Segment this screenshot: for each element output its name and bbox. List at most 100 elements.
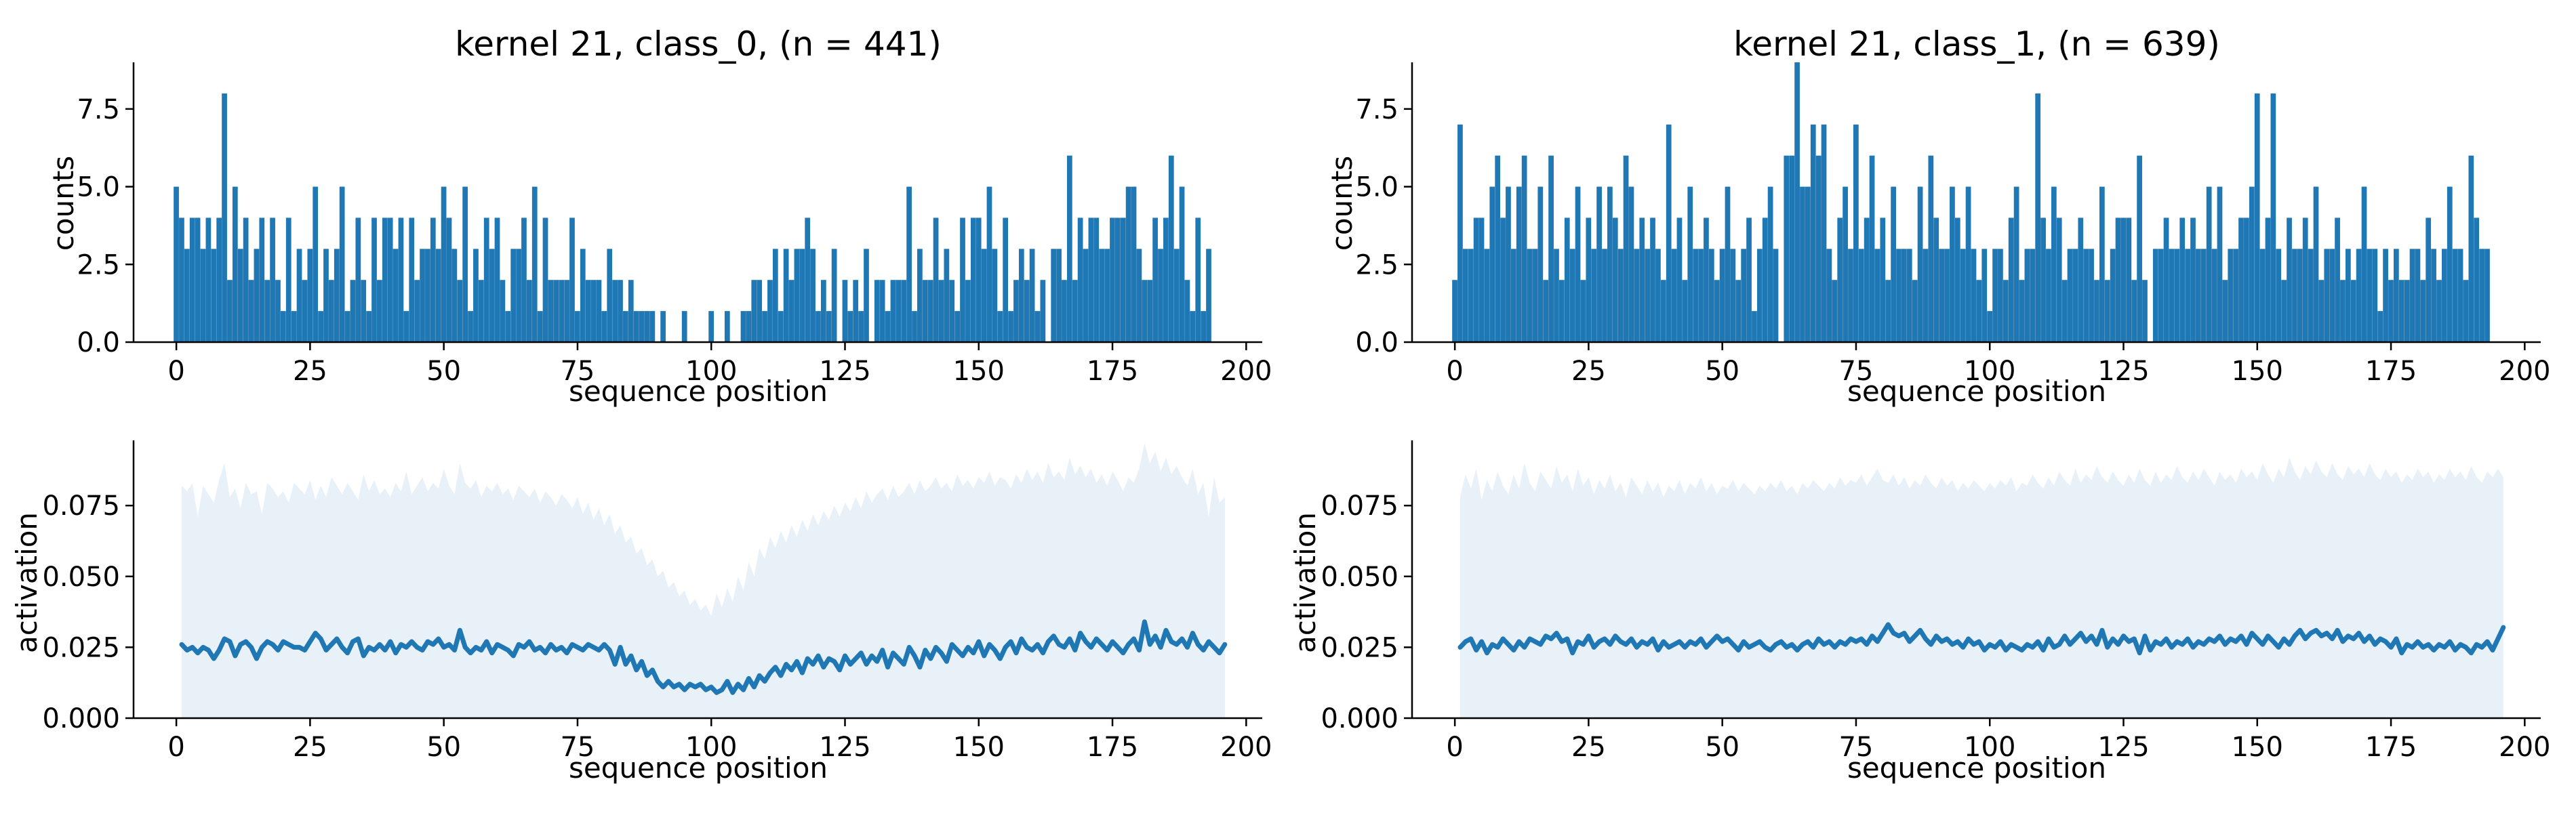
- histogram-bar: [1521, 155, 1527, 343]
- histogram-bar: [1489, 186, 1495, 342]
- histogram-bar: [237, 249, 243, 342]
- histogram-bar: [1843, 186, 1848, 342]
- histogram-bar: [1939, 249, 1944, 342]
- histogram-bar: [1190, 311, 1196, 342]
- histogram-bar: [2061, 280, 2068, 342]
- histogram-bar: [1559, 280, 1565, 342]
- histogram-bar: [462, 186, 468, 342]
- histogram-bar: [805, 217, 811, 342]
- chart-title: kernel 21, class_1, (n = 639): [1733, 24, 2220, 64]
- histogram-bar: [810, 249, 816, 342]
- histogram-bar: [1184, 280, 1190, 342]
- histogram-bar: [2265, 217, 2271, 342]
- histogram-bar: [1083, 249, 1089, 342]
- histogram-bar: [2484, 249, 2490, 342]
- x-tick-label: 175: [1087, 356, 1138, 387]
- histogram-bar: [1896, 249, 1901, 342]
- histogram-bar: [1484, 249, 1490, 342]
- class0-counts-histogram: kernel 21, class_0, (n = 441) sequence p…: [47, 24, 1272, 408]
- histogram-bar: [1163, 217, 1169, 342]
- x-tick-label: 125: [2097, 732, 2149, 763]
- histogram-bar: [842, 280, 848, 342]
- histogram-bar: [2206, 186, 2212, 342]
- histogram-bar: [2350, 280, 2356, 342]
- histogram-bar: [575, 311, 580, 342]
- mean-activation-line: [179, 619, 1228, 695]
- histogram-bar: [1527, 249, 1533, 342]
- histogram-bar: [1923, 249, 1929, 342]
- histogram-bar: [248, 280, 254, 342]
- histogram-bar: [232, 186, 238, 342]
- histogram-bar: [992, 249, 998, 342]
- histogram-bar: [2233, 249, 2238, 342]
- histogram-bar: [1704, 217, 1709, 342]
- histogram-bar: [2019, 280, 2025, 342]
- histogram-bar: [564, 280, 569, 342]
- histogram-bar: [757, 280, 763, 342]
- histogram-bar: [639, 311, 645, 342]
- x-tick-label: 100: [1964, 356, 2015, 387]
- histogram-bar: [751, 280, 757, 342]
- histogram-bar: [1853, 124, 1859, 342]
- histogram-bar: [901, 280, 907, 342]
- histogram-bar: [1821, 124, 1827, 342]
- histogram-bar: [179, 217, 184, 342]
- y-tick-label: 0.050: [1321, 562, 1398, 593]
- histogram-bar: [2238, 217, 2244, 342]
- histogram-bar: [708, 311, 715, 342]
- histogram-bar: [457, 280, 463, 342]
- histogram-bar: [2089, 249, 2094, 342]
- histogram-bar: [1586, 217, 1592, 342]
- histogram-bar: [1998, 249, 2003, 342]
- histogram-bar: [2308, 249, 2314, 342]
- histogram-bar: [1848, 249, 1853, 342]
- x-tick-label: 175: [2365, 732, 2417, 763]
- x-tick-label: 100: [1964, 732, 2015, 763]
- histogram-bar: [1655, 249, 1661, 342]
- histogram-bar: [1950, 186, 1955, 342]
- x-tick-label: 150: [953, 732, 1005, 763]
- histogram-bar: [1773, 249, 1779, 342]
- histogram-bar: [2137, 155, 2142, 343]
- histogram-bar: [607, 249, 613, 342]
- histogram-bar: [954, 311, 960, 342]
- histogram-bar: [864, 249, 869, 342]
- histogram-bar: [451, 249, 458, 342]
- histogram-bar: [296, 249, 302, 342]
- histogram-bar: [1992, 249, 1998, 342]
- histogram-bar: [1066, 155, 1072, 343]
- histogram-bar: [2244, 217, 2249, 342]
- x-tick-label: 125: [2097, 356, 2149, 387]
- histogram-bar: [1756, 249, 1763, 342]
- histogram-bar: [1805, 186, 1811, 342]
- histogram-bar: [740, 311, 746, 342]
- y-tick-label: 2.5: [1355, 249, 1398, 280]
- histogram-bar: [2361, 186, 2367, 342]
- histogram-bar: [1569, 249, 1575, 342]
- class0-activation-chart: sequence position activation 0 25 50 75 100 1…: [10, 440, 1272, 785]
- y-tick-label: 0.075: [42, 491, 120, 522]
- histogram-bar: [1789, 155, 1795, 343]
- histogram-bar: [1645, 249, 1650, 342]
- histogram-bar: [2420, 280, 2426, 342]
- histogram-bar: [334, 249, 340, 342]
- histogram-bar: [596, 280, 602, 342]
- histogram-bar: [2377, 311, 2383, 342]
- x-tick-label: 150: [2232, 732, 2283, 763]
- histogram-bar: [618, 280, 623, 342]
- histogram-bar: [917, 249, 923, 342]
- histogram-bar: [1784, 155, 1790, 343]
- histogram-bar: [1730, 249, 1736, 342]
- histogram-bar: [1617, 249, 1624, 342]
- histogram-bar: [944, 249, 950, 342]
- histogram-bar: [853, 280, 859, 342]
- y-tick-label: 5.0: [1355, 172, 1398, 203]
- histogram-bar: [2067, 249, 2073, 342]
- histogram-bar: [1826, 249, 1832, 342]
- histogram-bar: [441, 186, 447, 342]
- histogram-bar: [2094, 280, 2099, 342]
- histogram-bar: [628, 280, 634, 342]
- x-tick-label: 150: [2232, 356, 2283, 387]
- histogram-bar: [1901, 249, 1907, 342]
- histogram-bar: [1602, 249, 1607, 342]
